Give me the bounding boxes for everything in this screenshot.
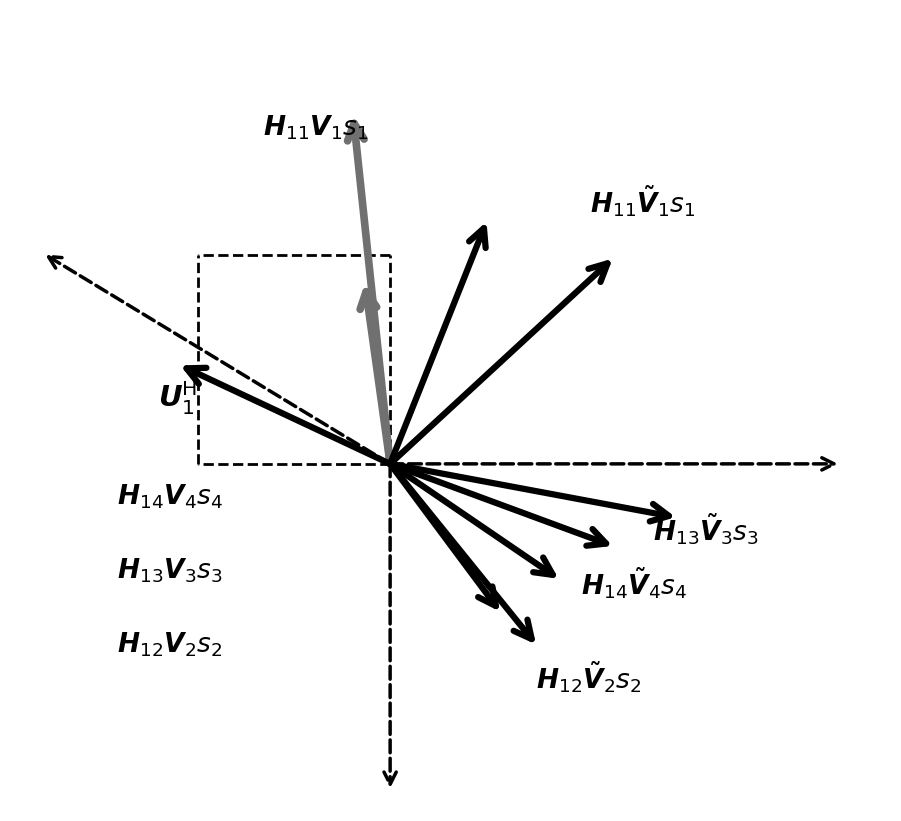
Text: $\boldsymbol{U}_1^{\mathrm{H}}$: $\boldsymbol{U}_1^{\mathrm{H}}$ (158, 379, 197, 417)
Text: $\boldsymbol{H}_{14}\boldsymbol{V}_4 s_4$: $\boldsymbol{H}_{14}\boldsymbol{V}_4 s_4… (117, 483, 223, 511)
Text: $\boldsymbol{H}_{13}\boldsymbol{V}_3 s_3$: $\boldsymbol{H}_{13}\boldsymbol{V}_3 s_3… (117, 557, 223, 585)
Text: $\boldsymbol{H}_{13}\tilde{\boldsymbol{V}}_3 s_3$: $\boldsymbol{H}_{13}\tilde{\boldsymbol{V… (653, 511, 759, 548)
Text: $\boldsymbol{H}_{11}\boldsymbol{V}_1 s_1$: $\boldsymbol{H}_{11}\boldsymbol{V}_1 s_1… (262, 113, 369, 141)
Text: $\boldsymbol{H}_{14}\tilde{\boldsymbol{V}}_4 s_4$: $\boldsymbol{H}_{14}\tilde{\boldsymbol{V… (581, 565, 687, 601)
Text: $\boldsymbol{H}_{12}\tilde{\boldsymbol{V}}_2 s_2$: $\boldsymbol{H}_{12}\tilde{\boldsymbol{V… (536, 659, 642, 695)
Text: $\boldsymbol{H}_{11}\tilde{\boldsymbol{V}}_1 s_1$: $\boldsymbol{H}_{11}\tilde{\boldsymbol{V… (590, 183, 696, 219)
Text: $\boldsymbol{H}_{12}\boldsymbol{V}_2 s_2$: $\boldsymbol{H}_{12}\boldsymbol{V}_2 s_2… (117, 631, 223, 658)
